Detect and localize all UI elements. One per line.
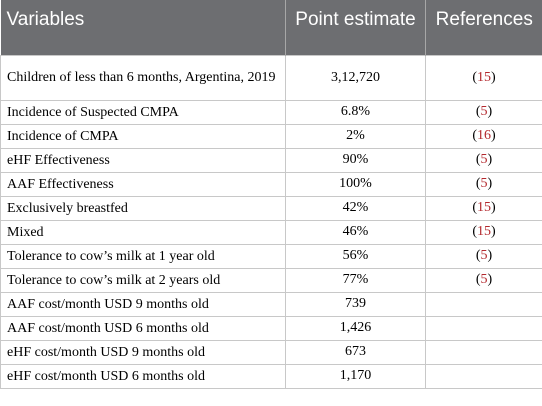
reference-link[interactable]: 16: [477, 128, 491, 143]
reference-link[interactable]: 5: [480, 104, 488, 119]
table-row: eHF cost/month USD 6 months old 1,170: [0, 363, 542, 389]
cell-reference: (15): [425, 54, 542, 101]
reference-close-paren: ): [487, 104, 493, 119]
reference-close-paren: ): [487, 176, 493, 191]
cell-variable: AAF Effectiveness: [0, 171, 286, 197]
table-row: Incidence of Suspected CMPA 6.8% (5): [0, 99, 542, 125]
cell-variable: AAF cost/month USD 6 months old: [0, 315, 286, 341]
reference-open-paren: (: [472, 69, 477, 85]
reference-open-paren: (: [472, 200, 477, 215]
cell-variable: Incidence of CMPA: [0, 123, 286, 149]
table-body: Children of less than 6 months, Argentin…: [0, 54, 542, 389]
cell-reference: (15): [425, 219, 542, 245]
reference-close-paren: ): [491, 69, 496, 85]
header-references: References: [425, 0, 542, 55]
cell-reference: (5): [425, 243, 542, 269]
reference-link[interactable]: 5: [480, 152, 488, 167]
cell-point-estimate: 673: [285, 339, 426, 365]
cell-reference: (15): [425, 195, 542, 221]
cell-point-estimate: 6.8%: [285, 99, 426, 125]
reference-open-paren: (: [472, 224, 477, 239]
table-row: eHF cost/month USD 9 months old 673: [0, 339, 542, 365]
cell-reference: (16): [425, 123, 542, 149]
reference-link[interactable]: 5: [480, 272, 488, 287]
cell-reference: [425, 291, 542, 317]
table-row: Mixed 46% (15): [0, 219, 542, 245]
cell-variable: eHF cost/month USD 9 months old: [0, 339, 286, 365]
cell-variable: Mixed: [0, 219, 286, 245]
reference-link[interactable]: 5: [480, 248, 488, 263]
table-header: Variables Point estimate References: [0, 0, 542, 55]
reference-close-paren: ): [487, 272, 493, 287]
table-row: eHF Effectiveness 90% (5): [0, 147, 542, 173]
cell-reference: (5): [425, 147, 542, 173]
cell-variable: Tolerance to cow’s milk at 1 year old: [0, 243, 286, 269]
reference-open-paren: (: [475, 176, 481, 191]
reference-close-paren: ): [491, 200, 496, 215]
cell-point-estimate: 1,426: [285, 315, 426, 341]
header-row: Variables Point estimate References: [0, 0, 542, 55]
cell-point-estimate: 90%: [285, 147, 426, 173]
reference-open-paren: (: [475, 152, 481, 167]
reference-link[interactable]: 15: [477, 224, 491, 239]
cell-point-estimate: 739: [285, 291, 426, 317]
cell-point-estimate: 77%: [285, 267, 426, 293]
reference-link[interactable]: 15: [477, 69, 491, 85]
cell-variable: eHF cost/month USD 6 months old: [0, 363, 286, 389]
cell-variable: eHF Effectiveness: [0, 147, 286, 173]
table-row: Exclusively breastfed 42% (15): [0, 195, 542, 221]
cell-variable: Incidence of Suspected CMPA: [0, 99, 286, 125]
header-variables: Variables: [0, 0, 286, 55]
table-row: AAF cost/month USD 6 months old 1,426: [0, 315, 542, 341]
reference-open-paren: (: [475, 104, 481, 119]
reference-close-paren: ): [487, 152, 493, 167]
cell-reference: [425, 339, 542, 365]
cell-point-estimate: 2%: [285, 123, 426, 149]
cell-variable: Tolerance to cow’s milk at 2 years old: [0, 267, 286, 293]
cell-variable: Exclusively breastfed: [0, 195, 286, 221]
table-row: Tolerance to cow’s milk at 2 years old 77…: [0, 267, 542, 293]
table-row: AAF Effectiveness 100% (5): [0, 171, 542, 197]
table-row: AAF cost/month USD 9 months old 739: [0, 291, 542, 317]
reference-close-paren: ): [491, 128, 496, 143]
reference-open-paren: (: [475, 272, 481, 287]
table-row: Incidence of CMPA 2% (16): [0, 123, 542, 149]
cell-reference: (5): [425, 99, 542, 125]
table-row: Children of less than 6 months, Argentin…: [0, 54, 542, 101]
cell-variable: AAF cost/month USD 9 months old: [0, 291, 286, 317]
reference-open-paren: (: [472, 128, 477, 143]
cell-point-estimate: 3,12,720: [285, 54, 426, 101]
reference-close-paren: ): [487, 248, 493, 263]
reference-open-paren: (: [475, 248, 481, 263]
cell-point-estimate: 100%: [285, 171, 426, 197]
cell-point-estimate: 1,170: [285, 363, 426, 389]
reference-link[interactable]: 5: [480, 176, 488, 191]
table-row: Tolerance to cow’s milk at 1 year old 56%…: [0, 243, 542, 269]
reference-close-paren: ): [491, 224, 496, 239]
cell-reference: (5): [425, 267, 542, 293]
header-point-estimate: Point estimate: [285, 0, 426, 55]
cell-reference: [425, 315, 542, 341]
cell-point-estimate: 46%: [285, 219, 426, 245]
cell-point-estimate: 56%: [285, 243, 426, 269]
cell-reference: (5): [425, 171, 542, 197]
cell-variable: Children of less than 6 months, Argentin…: [0, 54, 286, 101]
cell-reference: [425, 363, 542, 389]
parameters-table: Variables Point estimate References Chil…: [0, 0, 542, 389]
reference-link[interactable]: 15: [477, 200, 491, 215]
cell-point-estimate: 42%: [285, 195, 426, 221]
